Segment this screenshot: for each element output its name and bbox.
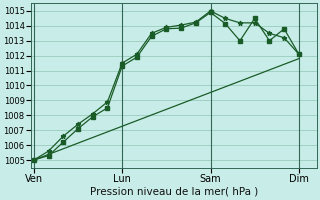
X-axis label: Pression niveau de la mer( hPa ): Pression niveau de la mer( hPa ) — [90, 187, 258, 197]
